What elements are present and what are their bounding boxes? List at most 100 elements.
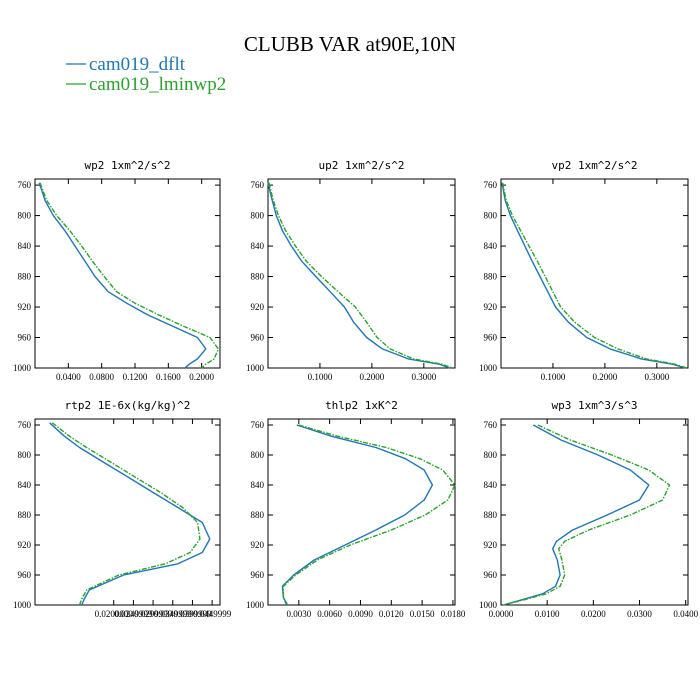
y-tick-label: 920 [251, 540, 265, 550]
panel-1: up2 1xm^2/s^2 760 800 840 880 920 960 1000 0.100… [246, 159, 456, 382]
y-tick-label: 760 [18, 180, 32, 190]
y-tick-label: 920 [484, 302, 498, 312]
series-line-lminwp2 [282, 424, 456, 606]
x-tick-label: 0.0200000 [95, 609, 134, 619]
y-tick-label: 760 [484, 420, 498, 430]
y-tick-label: 840 [18, 241, 32, 251]
panel-title: vp2 1xm^2/s^2 [551, 159, 637, 172]
x-tick-label: 0.0400 [673, 609, 698, 619]
series-line-dflt [49, 422, 211, 606]
y-tick-label: 1000 [479, 600, 498, 610]
x-tick-label: 0.2000 [593, 372, 618, 382]
panel-title: thlp2 1xK^2 [325, 399, 398, 412]
y-tick-label: 1000 [246, 363, 265, 373]
y-tick-label: 760 [18, 420, 32, 430]
x-tick-label: 0.0299999 [134, 609, 173, 619]
series-line-lminwp2 [39, 182, 220, 369]
x-tick-label: 0.0449999 [193, 609, 232, 619]
y-tick-label: 840 [484, 480, 498, 490]
panel-title: wp3 1xm^3/s^3 [551, 399, 637, 412]
y-tick-label: 840 [251, 480, 265, 490]
x-tick-label: 0.0400 [56, 372, 81, 382]
plot-frame [267, 418, 456, 606]
legend-label-lminwp2: cam019_lminwp2 [89, 74, 226, 95]
x-tick-label: 0.0300 [627, 609, 652, 619]
plot-frame [34, 178, 221, 369]
y-tick-label: 840 [18, 480, 32, 490]
y-tick-label: 760 [484, 180, 498, 190]
y-tick-label: 880 [251, 272, 265, 282]
y-tick-label: 1000 [13, 600, 32, 610]
y-tick-label: 960 [18, 570, 32, 580]
y-tick-label: 920 [18, 302, 32, 312]
panel-5: wp3 1xm^3/s^3 760 800 840 880 920 960 10000.000… [479, 399, 699, 619]
panel-title: up2 1xm^2/s^2 [318, 159, 404, 172]
x-tick-label: 0.0150 [410, 609, 435, 619]
x-tick-label: 0.0100 [535, 609, 560, 619]
y-tick-label: 760 [251, 420, 265, 430]
y-tick-label: 880 [18, 510, 32, 520]
legend-entry-dflt: cam019_dflt [66, 54, 186, 75]
y-tick-label: 920 [251, 302, 265, 312]
y-tick-label: 880 [251, 510, 265, 520]
y-tick-label: 880 [484, 510, 498, 520]
x-tick-label: 0.0200 [581, 609, 606, 619]
plot-frame [34, 418, 221, 606]
y-tick-label: 960 [251, 333, 265, 343]
series-line-dflt [281, 424, 434, 606]
x-tick-label: 0.0000 [489, 609, 514, 619]
x-tick-label: 0.1000 [541, 372, 566, 382]
y-tick-label: 960 [484, 333, 498, 343]
x-tick-label: 0.0249999 [114, 609, 153, 619]
y-tick-label: 800 [251, 450, 265, 460]
y-tick-label: 880 [484, 272, 498, 282]
legend-entry-lminwp2: cam019_lminwp2 [66, 74, 226, 95]
y-tick-label: 840 [484, 241, 498, 251]
series-line-lminwp2 [503, 424, 671, 606]
x-tick-label: 0.0060 [317, 609, 342, 619]
x-tick-label: 0.1200 [123, 372, 148, 382]
panel-4: thlp2 1xK^2 760 800 840 880 920 960 1000 0.0030 0… [246, 399, 466, 619]
y-tick-label: 760 [251, 180, 265, 190]
x-tick-label: 0.0180 [441, 609, 466, 619]
series-line-lminwp2 [51, 422, 201, 606]
y-tick-label: 920 [18, 540, 32, 550]
y-tick-label: 840 [251, 241, 265, 251]
y-tick-label: 800 [18, 450, 32, 460]
series-line-dflt [267, 182, 451, 369]
x-tick-label: 0.0030 [286, 609, 311, 619]
panel-2: vp2 1xm^2/s^2 760 800 840 880 920 960 1000 0.100… [479, 159, 689, 382]
panel-title: rtp2 1E-6x(kg/kg)^2 [65, 399, 191, 412]
series-line-lminwp2 [501, 182, 688, 369]
legend: cam019_dflt cam019_lminwp2 [66, 54, 226, 95]
y-tick-label: 1000 [246, 600, 265, 610]
x-tick-label: 0.2000 [360, 372, 385, 382]
x-tick-label: 0.2000 [189, 372, 214, 382]
panel-3: rtp2 1E-6x(kg/kg)^2 760 800 840 880 920 960 100… [13, 399, 232, 619]
y-tick-label: 1000 [479, 363, 498, 373]
x-tick-label: 0.0399999 [173, 609, 212, 619]
y-tick-label: 800 [484, 211, 498, 221]
panels: wp2 1xm^2/s^2 760 800 840 880 920 960 1000 0.040… [13, 159, 699, 619]
y-tick-label: 960 [484, 570, 498, 580]
series-line-dflt [501, 182, 686, 369]
y-tick-label: 960 [251, 570, 265, 580]
plot-frame [500, 178, 689, 369]
x-tick-label: 0.0120 [379, 609, 404, 619]
plot-frame [267, 178, 456, 369]
series-line-lminwp2 [268, 182, 453, 369]
y-tick-label: 1000 [13, 363, 32, 373]
x-tick-label: 0.0349999 [154, 609, 193, 619]
panel-title: wp2 1xm^2/s^2 [84, 159, 170, 172]
y-tick-label: 800 [484, 450, 498, 460]
figure-title: CLUBB VAR at90E,10N [244, 32, 456, 56]
series-line-dflt [503, 424, 650, 606]
y-tick-label: 800 [251, 211, 265, 221]
x-tick-label: 0.1000 [308, 372, 333, 382]
y-tick-label: 920 [484, 540, 498, 550]
x-tick-label: 0.0800 [89, 372, 114, 382]
y-tick-label: 800 [18, 211, 32, 221]
x-tick-label: 0.0090 [348, 609, 373, 619]
y-tick-label: 960 [18, 333, 32, 343]
